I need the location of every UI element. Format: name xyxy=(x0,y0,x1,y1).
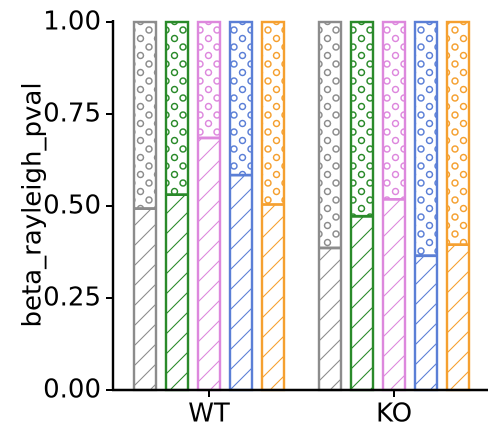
bar-upper-KO-0 xyxy=(319,22,341,248)
y-tick-label: 0.00 xyxy=(43,375,101,405)
bar-upper-KO-1 xyxy=(351,22,373,217)
x-tick-label-WT: WT xyxy=(188,399,230,429)
bar-lower-KO-3 xyxy=(415,255,437,390)
bar-upper-WT-0 xyxy=(134,22,156,209)
y-tick-label: 0.25 xyxy=(43,283,101,313)
bar-lower-WT-1 xyxy=(166,194,188,390)
bar-upper-KO-2 xyxy=(383,22,405,200)
bar-lower-KO-1 xyxy=(351,216,373,390)
bars-group xyxy=(132,20,471,392)
bar-lower-KO-0 xyxy=(319,247,341,390)
bar-lower-KO-2 xyxy=(383,199,405,390)
y-tick-label: 0.50 xyxy=(43,191,101,221)
bar-lower-WT-4 xyxy=(262,204,284,390)
bar-upper-WT-1 xyxy=(166,22,188,195)
bar-lower-WT-2 xyxy=(198,137,220,390)
y-tick-label: 0.75 xyxy=(43,99,101,129)
y-axis-title: beta_rayleigh_pval xyxy=(18,82,48,327)
bar-lower-KO-4 xyxy=(447,244,469,390)
x-ticks-group: WT KO xyxy=(188,390,412,429)
bar-upper-KO-3 xyxy=(415,22,437,256)
bar-upper-WT-2 xyxy=(198,22,220,138)
bar-upper-WT-4 xyxy=(262,22,284,205)
bar-upper-WT-3 xyxy=(230,22,252,176)
y-ticks-group: 0.00 0.25 0.50 0.75 1.00 xyxy=(43,7,113,405)
bar-lower-WT-0 xyxy=(134,208,156,390)
y-tick-label: 1.00 xyxy=(43,7,101,37)
bar-lower-WT-3 xyxy=(230,175,252,390)
x-tick-label-KO: KO xyxy=(376,399,412,429)
bar-upper-KO-4 xyxy=(447,22,469,245)
